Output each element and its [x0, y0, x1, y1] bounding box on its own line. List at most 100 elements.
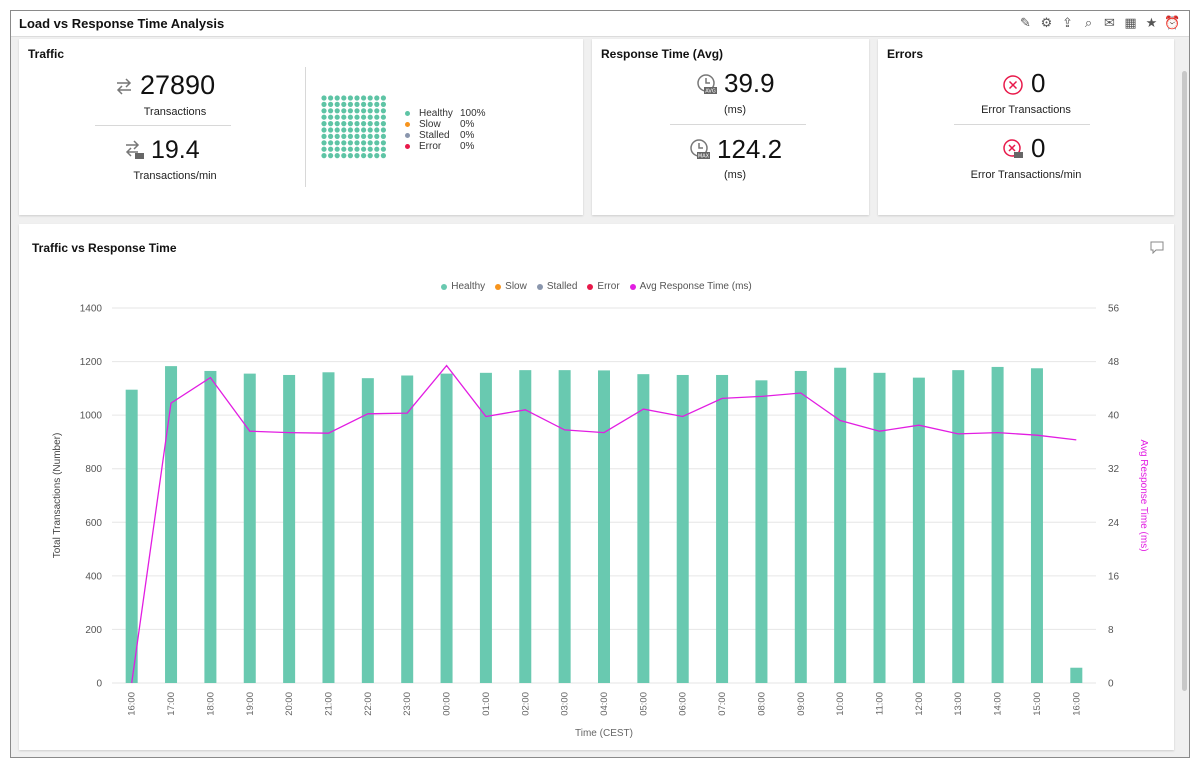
waffle-dot — [374, 140, 380, 146]
waffle-dot — [367, 108, 373, 114]
waffle-dot — [347, 127, 353, 133]
breakdown-name: Slow — [419, 119, 441, 130]
y-tick-label: 0 — [96, 679, 102, 690]
waffle-dot — [321, 101, 327, 107]
traffic-divider — [95, 125, 231, 126]
transactions-rate-value: 19.4 — [151, 136, 200, 164]
waffle-dot — [354, 101, 360, 107]
scrollbar[interactable] — [1182, 71, 1187, 691]
bar-healthy[interactable] — [479, 372, 492, 683]
search-icon[interactable]: ⌕ — [1084, 16, 1093, 31]
bar-healthy[interactable] — [165, 366, 178, 683]
waffle-dot — [328, 95, 334, 101]
traffic-waffle — [321, 95, 386, 159]
error-count-label: Error Transactions — [981, 104, 1071, 116]
bar-healthy[interactable] — [794, 370, 807, 683]
y-tick-label: 1000 — [80, 411, 103, 422]
waffle-dot — [374, 127, 380, 133]
edit-report-icon[interactable]: ✎ — [1020, 16, 1031, 31]
waffle-dot — [328, 114, 334, 120]
y-tick-label: 200 — [85, 625, 102, 636]
waffle-dot — [334, 146, 340, 152]
comment-icon[interactable] — [1150, 241, 1164, 254]
chart-legend-item[interactable]: Healthy — [441, 281, 485, 292]
bar-healthy[interactable] — [361, 378, 374, 683]
waffle-dot — [361, 140, 367, 146]
x-tick-label: 20:00 — [284, 692, 295, 716]
waffle-dot — [367, 101, 373, 107]
waffle-dot — [347, 114, 353, 120]
bar-healthy[interactable] — [952, 370, 965, 683]
waffle-dot — [361, 146, 367, 152]
traffic-vertical-divider — [305, 67, 306, 187]
bar-healthy[interactable] — [716, 374, 729, 683]
waffle-dot — [328, 146, 334, 152]
x-tick-label: 07:00 — [717, 692, 728, 716]
waffle-dot — [341, 121, 347, 127]
bar-healthy[interactable] — [598, 370, 610, 683]
waffle-dot — [374, 146, 380, 152]
x-tick-label: 18:00 — [205, 692, 216, 716]
traffic-title: Traffic — [28, 47, 65, 61]
waffle-dot — [380, 121, 386, 127]
breakdown-dot — [405, 144, 410, 149]
favorite-icon[interactable]: ★ — [1145, 16, 1158, 31]
avg-response-line[interactable] — [131, 364, 1077, 684]
bar-healthy[interactable] — [1030, 368, 1043, 683]
waffle-dot — [380, 108, 386, 114]
transactions-icon — [116, 78, 132, 95]
waffle-dot — [380, 95, 386, 101]
waffle-dot — [347, 153, 353, 159]
breakdown-dot — [405, 133, 410, 138]
waffle-dot — [367, 127, 373, 133]
export-icon[interactable]: ⇪ — [1062, 16, 1073, 31]
bar-healthy[interactable] — [1070, 667, 1083, 683]
page-title: Load vs Response Time Analysis — [19, 16, 225, 31]
bar-healthy[interactable] — [243, 373, 256, 683]
mail-icon[interactable]: ✉ — [1104, 16, 1115, 31]
x-tick-label: 04:00 — [599, 692, 610, 716]
transactions-rate-icon — [125, 140, 144, 159]
waffle-dot — [380, 153, 386, 159]
max-response-value: 124.2 — [717, 134, 783, 164]
chart-legend-item[interactable]: Stalled — [536, 281, 577, 292]
waffle-dot — [354, 114, 360, 120]
chart-legend-label: Healthy — [451, 281, 486, 292]
waffle-dot — [347, 108, 353, 114]
bar-healthy[interactable] — [676, 374, 689, 683]
x-tick-label: 23:00 — [402, 692, 413, 716]
error-rate-icon — [1003, 139, 1023, 158]
bar-healthy[interactable] — [204, 370, 217, 683]
bar-healthy[interactable] — [401, 375, 414, 684]
chart-legend-item[interactable]: Slow — [495, 281, 527, 292]
chart-legend-item[interactable]: Error — [587, 281, 620, 292]
y-tick-label: 600 — [85, 518, 102, 529]
bar-healthy[interactable] — [755, 380, 768, 683]
bar-healthy[interactable] — [283, 374, 296, 683]
bar-healthy[interactable] — [991, 366, 1004, 683]
x-tick-label: 11:00 — [875, 692, 886, 715]
bar-healthy[interactable] — [322, 372, 335, 683]
avg-response-value: 39.9 — [724, 68, 775, 98]
errors-divider — [954, 124, 1090, 125]
bar-healthy[interactable] — [519, 370, 532, 683]
bar-healthy[interactable] — [440, 373, 453, 683]
y2-axis-title: Avg Response Time (ms) — [1138, 439, 1149, 551]
waffle-dot — [334, 95, 340, 101]
settings-icon[interactable]: ⚙ — [1040, 16, 1053, 31]
bar-healthy[interactable] — [125, 389, 138, 683]
excel-icon[interactable]: ▦ — [1124, 16, 1137, 31]
bar-healthy[interactable] — [873, 372, 886, 683]
errors-card: Errors 0 Error Transactions 0 Error Tran… — [878, 39, 1174, 215]
transactions-label: Transactions — [143, 106, 207, 118]
x-tick-label: 16:00 — [127, 692, 138, 716]
alarm-icon[interactable]: ⏰ — [1164, 16, 1181, 31]
bar-healthy[interactable] — [558, 370, 571, 683]
transactions-rate-label: Transactions/min — [133, 170, 217, 182]
waffle-dot — [328, 133, 334, 139]
x-tick-label: 03:00 — [560, 692, 571, 716]
bar-healthy[interactable] — [834, 367, 847, 683]
bar-healthy[interactable] — [912, 377, 925, 683]
chart-legend-item[interactable]: Avg Response Time (ms) — [629, 281, 752, 292]
bar-healthy[interactable] — [637, 374, 650, 683]
